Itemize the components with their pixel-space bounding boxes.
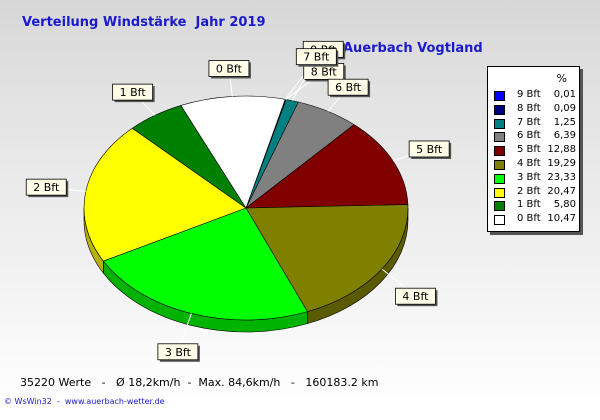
label-box-6-bft	[327, 78, 369, 96]
legend-item-2-bft: 2 Bft 20,47	[494, 186, 580, 198]
legend-swatch	[494, 132, 505, 143]
legend-item-1-bft: 1 Bft 5,80	[494, 199, 580, 212]
legend-item-6-bft: 6 Bft 6,39	[494, 130, 580, 143]
legend-label: 4 Bft	[517, 158, 541, 169]
legend-item-7-bft: 7 Bft 1,25	[494, 117, 580, 129]
legend-value: 12,88	[547, 144, 576, 156]
legend-swatch	[494, 187, 505, 198]
label-text-7-bft: 7 Bft	[303, 51, 330, 64]
legend-label: 6 Bft	[517, 130, 541, 142]
pie-slice-2-bft	[83, 127, 247, 262]
label-text-4-bft: 4 Bft	[402, 290, 429, 303]
legend-label: 1 Bft	[517, 199, 541, 211]
label-text-2-bft: 2 Bft	[33, 181, 60, 194]
legend-label: 9 Bft	[517, 89, 541, 100]
footer-credit: © WsWin32 - www.auerbach-wetter.de	[4, 397, 165, 406]
pie-sides	[83, 207, 409, 333]
chart-title: Verteilung Windstärke Jahr 2019	[22, 15, 266, 30]
legend-unit: %	[556, 72, 567, 85]
legend-label: 7 Bft	[517, 116, 541, 128]
legend-item-8-bft: 8 Bft 0,09	[494, 103, 580, 115]
footer-stats: 35220 Werte - Ø 18,2km/h - Max. 84,6km/h…	[20, 376, 379, 389]
label-box-7-bft	[295, 48, 337, 66]
legend-swatch	[494, 104, 505, 115]
chart-location: Auerbach Vogtland	[343, 41, 483, 56]
legend-item-4-bft: 4 Bft 19,29	[494, 158, 580, 170]
label-box-2-bft	[25, 178, 67, 196]
legend-value: 6,39	[553, 130, 576, 142]
legend-swatch	[494, 160, 505, 170]
legend: % 9 Bft 0,01 8 Bft 0,09 7 Bft 1,25 6 Bft 6,39 5 …	[487, 66, 580, 232]
legend-value: 10,47	[547, 213, 576, 225]
label-text-3-bft: 3 Bft	[165, 346, 192, 359]
label-text-6-bft: 6 Bft	[335, 81, 362, 94]
legend-swatch	[494, 118, 505, 129]
legend-value: 1,25	[553, 116, 576, 128]
legend-swatch	[494, 173, 505, 184]
legend-value: 0,09	[553, 102, 576, 114]
label-text-8-bft: 8 Bft	[311, 65, 338, 78]
pie-slice-4-bft	[245, 204, 409, 312]
pie-slices	[83, 95, 409, 321]
pie-slice-0-bft	[180, 95, 286, 209]
legend-value: 19,29	[547, 158, 576, 169]
pie-slice-5-bft	[245, 124, 409, 209]
legend-label: 0 Bft	[517, 213, 541, 225]
label-box-1-bft	[112, 83, 154, 101]
legend-swatch	[494, 201, 505, 212]
legend-value: 23,33	[547, 171, 576, 183]
legend-label: 3 Bft	[517, 171, 541, 183]
legend-label: 5 Bft	[517, 144, 541, 156]
label-box-5-bft	[408, 140, 450, 158]
legend-swatch	[494, 215, 505, 226]
legend-item-3-bft: 3 Bft 23,33	[494, 172, 580, 184]
legend-swatch	[494, 146, 505, 157]
label-box-4-bft	[395, 287, 436, 305]
label-box-3-bft	[157, 343, 199, 361]
legend-swatch	[494, 91, 505, 101]
legend-item-5-bft: 5 Bft 12,88	[494, 144, 580, 157]
legend-label: 2 Bft	[517, 185, 541, 197]
legend-item-9-bft: 9 Bft 0,01	[494, 89, 580, 101]
pie-slice-3-bft	[102, 207, 308, 321]
legend-item-0-bft: 0 Bft 10,47	[494, 213, 580, 226]
label-text-1-bft: 1 Bft	[120, 86, 147, 99]
label-text-5-bft: 5 Bft	[416, 143, 443, 156]
legend-value: 20,47	[547, 185, 576, 197]
legend-value: 5,80	[553, 199, 576, 211]
label-box-0-bft	[208, 60, 250, 77]
label-text-0-bft: 0 Bft	[216, 63, 243, 76]
legend-value: 0,01	[553, 89, 576, 100]
legend-label: 8 Bft	[517, 102, 541, 114]
